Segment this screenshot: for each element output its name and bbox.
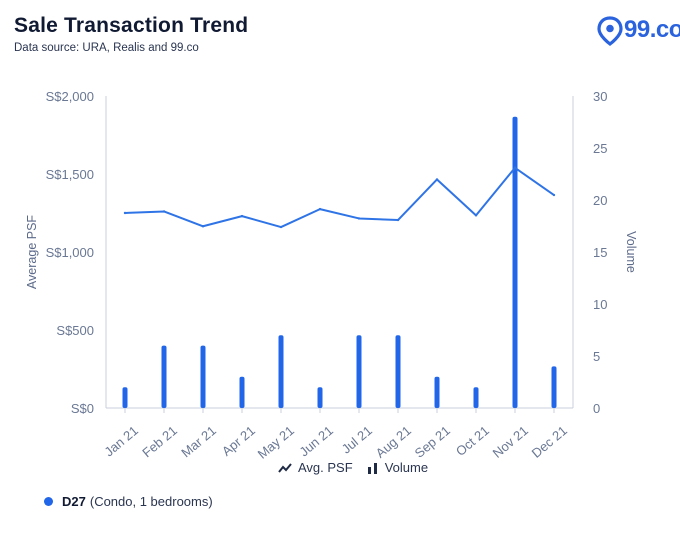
avg-psf-line	[124, 166, 555, 229]
x-tick-label: Oct 21	[453, 423, 492, 459]
volume-bar	[551, 366, 557, 408]
y2-tick-label: 25	[593, 141, 607, 156]
legend-item-avg-psf[interactable]: Avg. PSF	[278, 460, 353, 475]
y2-tick-label: 15	[593, 245, 607, 260]
x-tick-label: Aug 21	[373, 423, 414, 460]
series-legend[interactable]: D27 (Condo, 1 bedrooms)	[44, 494, 213, 509]
x-tick-label: Nov 21	[490, 423, 531, 460]
data-source-subtitle: Data source: URA, Realis and 99.co	[14, 42, 199, 54]
avg-psf-point	[552, 193, 556, 197]
volume-bar	[356, 335, 362, 408]
y-axis-title: Average PSF	[25, 215, 39, 289]
volume-bar	[434, 376, 440, 408]
volume-bar	[161, 345, 167, 408]
chart-legend: Avg. PSF Volume	[278, 460, 442, 475]
bar-chart-icon	[367, 462, 377, 474]
chart-title: Sale Transaction Trend	[14, 14, 249, 37]
y-tick-label: S$0	[71, 401, 94, 416]
volume-bar	[317, 387, 323, 408]
x-tick-label: Jan 21	[101, 423, 141, 460]
x-tick-label: Sep 21	[412, 423, 453, 460]
volume-bar	[395, 335, 401, 408]
y-tick-label: S$1,000	[46, 245, 94, 260]
avg-psf-point	[240, 214, 244, 218]
avg-psf-point	[396, 218, 400, 222]
avg-psf-point	[123, 211, 127, 215]
avg-psf-point	[318, 207, 322, 211]
trend-line-icon	[278, 462, 292, 473]
x-tick-label: Dec 21	[529, 423, 570, 460]
x-tick-label: Mar 21	[178, 423, 219, 460]
volume-bar	[200, 345, 206, 408]
x-tick-label: May 21	[255, 423, 297, 460]
y2-tick-label: 10	[593, 297, 607, 312]
y2-tick-label: 0	[593, 401, 600, 416]
series-code: D27	[62, 494, 86, 509]
sale-trend-chart: S$0 S$500 S$1,000 S$1,500 S$2,000 0 5 10 15 20 25 3…	[25, 89, 638, 460]
volume-bar	[278, 335, 284, 408]
legend-label-volume: Volume	[384, 460, 429, 475]
avg-psf-point	[474, 214, 478, 217]
y2-tick-label: 5	[593, 349, 600, 364]
y2-axis-title: Volume	[624, 231, 638, 273]
volume-bar	[512, 116, 518, 409]
avg-psf-point	[513, 166, 517, 169]
brand-logo: 99.co	[594, 14, 680, 48]
x-tick-label: Feb 21	[139, 423, 180, 460]
avg-psf-point	[279, 225, 283, 229]
x-tick-label: Apr 21	[219, 423, 258, 459]
y2-tick-label: 30	[593, 89, 607, 104]
x-tick-label: Jul 21	[339, 423, 375, 457]
volume-bar	[122, 387, 128, 408]
series-dot	[44, 497, 53, 506]
volume-bar	[239, 376, 245, 408]
avg-psf-point	[201, 225, 205, 228]
logo-text: 99.co	[624, 16, 680, 43]
legend-item-volume[interactable]: Volume	[367, 460, 428, 475]
y-tick-label: S$1,500	[46, 167, 94, 182]
y-tick-label: S$2,000	[46, 89, 94, 104]
volume-bar	[473, 387, 479, 408]
legend-label-avg-psf: Avg. PSF	[298, 460, 353, 475]
y2-tick-label: 20	[593, 193, 607, 208]
location-pin-icon	[597, 16, 623, 46]
avg-psf-point	[357, 217, 361, 220]
avg-psf-point	[162, 210, 166, 213]
series-description: (Condo, 1 bedrooms)	[89, 494, 213, 509]
x-tick-label: Jun 21	[296, 423, 336, 460]
y-tick-label: S$500	[56, 323, 94, 338]
avg-psf-point	[435, 178, 439, 181]
